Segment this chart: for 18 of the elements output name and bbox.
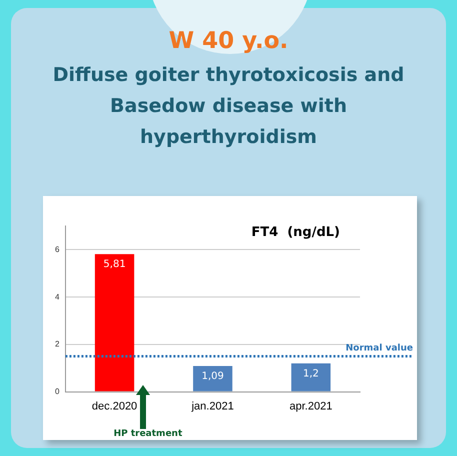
text: HP treatment (114, 429, 183, 439)
chart-title: W 40 y.o. (168, 28, 290, 54)
ref-line-label: Normal value (346, 343, 413, 354)
x-tick-label: apr.2021 (289, 400, 332, 412)
y-axis-title: FT4 (ng/dL) (251, 225, 340, 240)
bar (94, 254, 134, 392)
data-label: 1,2 (302, 368, 319, 380)
x-tick-label: jan.2021 (190, 400, 234, 412)
y-tick-label: 6 (54, 244, 60, 254)
data-label: 5,81 (103, 259, 126, 270)
chart-subtitle: Diffuse goiter thyrotoxicosis and Basedow disease with hyperthyroidism (52, 63, 406, 150)
x-tick-label: dec.2020 (92, 400, 138, 412)
y-tick-label: 0 (54, 387, 60, 396)
bar (291, 363, 331, 392)
bar (193, 366, 232, 392)
y-tick-label: 4 (54, 292, 60, 302)
data-label: 1,09 (202, 370, 224, 382)
y-tick-label: 2 (54, 340, 60, 349)
